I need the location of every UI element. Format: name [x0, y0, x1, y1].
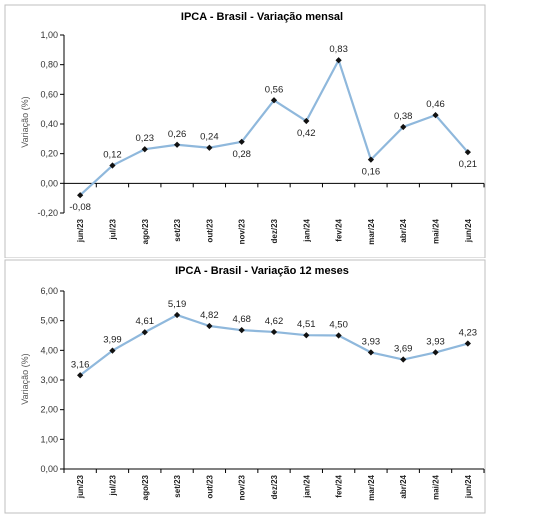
- y-axis-label: Variação (%): [20, 96, 30, 147]
- y-tick-label: 2,00: [40, 405, 58, 415]
- x-tick-label: set/23: [173, 218, 182, 241]
- x-tick-label: fev/24: [335, 218, 344, 241]
- data-point: [464, 340, 471, 347]
- chart-frame: [4, 4, 486, 258]
- x-tick-label: nov/23: [238, 218, 247, 244]
- y-tick-label: 4,00: [40, 345, 58, 355]
- x-tick-label: jan/24: [302, 218, 311, 242]
- y-tick-label: 0,00: [40, 464, 58, 474]
- x-tick-label: jan/24: [302, 474, 311, 498]
- y-tick-label: 0,00: [40, 178, 58, 188]
- data-label: 0,12: [103, 150, 122, 161]
- x-tick-label: out/23: [205, 218, 214, 242]
- data-label: 3,93: [426, 336, 445, 347]
- y-tick-label: 6,00: [40, 286, 58, 296]
- data-point: [238, 327, 245, 334]
- x-tick-label: fev/24: [335, 474, 344, 497]
- data-point: [367, 156, 375, 163]
- data-label: 0,38: [394, 111, 413, 122]
- data-point: [206, 322, 213, 330]
- x-tick-label: dez/23: [270, 218, 279, 243]
- data-label: 5,19: [168, 299, 187, 310]
- x-tick-label: ago/23: [141, 474, 150, 500]
- y-tick-label: 0,40: [40, 119, 58, 129]
- data-point: [432, 349, 439, 356]
- data-point: [270, 328, 278, 336]
- x-tick-label: jun/24: [464, 474, 473, 499]
- x-tick-label: mai/24: [432, 218, 441, 243]
- data-label: 0,56: [265, 84, 284, 95]
- data-point: [303, 332, 310, 339]
- x-tick-label: nov/23: [238, 474, 247, 500]
- data-label: 4,62: [265, 316, 284, 327]
- x-tick-label: abr/24: [399, 474, 408, 498]
- x-tick-label: jun/23: [76, 474, 85, 499]
- data-label: 4,23: [459, 328, 478, 339]
- data-point: [173, 141, 181, 148]
- data-label: 0,28: [232, 149, 251, 160]
- y-tick-label: 3,00: [40, 375, 58, 385]
- data-label: 3,16: [71, 359, 90, 370]
- data-label: 4,61: [136, 316, 155, 327]
- series-line: [79, 59, 469, 197]
- y-tick-label: -0,20: [37, 208, 58, 218]
- data-point: [173, 311, 181, 319]
- annual-chart-svg: IPCA - Brasil - Variação 12 meses Variaç…: [4, 259, 486, 514]
- data-label: 4,82: [200, 310, 219, 321]
- x-tick-label: ago/23: [141, 218, 150, 244]
- x-tick-label: mar/24: [367, 218, 376, 244]
- x-tick-label: out/23: [205, 474, 214, 498]
- data-point: [77, 192, 84, 199]
- data-label: 4,68: [232, 314, 251, 325]
- data-point: [400, 356, 407, 363]
- y-tick-label: 0,80: [40, 60, 58, 70]
- chart-title: IPCA - Brasil - Variação mensal: [181, 11, 343, 23]
- x-tick-label: jun/23: [76, 218, 85, 243]
- x-tick-label: jul/23: [108, 218, 117, 240]
- x-tick-label: abr/24: [399, 218, 408, 242]
- data-label: -0,08: [69, 202, 91, 213]
- monthly-chart: IPCA - Brasil - Variação mensal Variação…: [4, 4, 486, 258]
- data-point: [109, 162, 116, 169]
- data-point: [206, 144, 213, 151]
- x-tick-label: jun/24: [464, 218, 473, 243]
- data-label: 0,16: [362, 167, 381, 178]
- annual-chart: IPCA - Brasil - Variação 12 meses Variaç…: [0, 258, 555, 516]
- x-tick-label: jul/23: [108, 474, 117, 496]
- data-label: 3,69: [394, 344, 413, 355]
- chart-title: IPCA - Brasil - Variação 12 meses: [175, 265, 349, 277]
- monthly-chart-svg: IPCA - Brasil - Variação mensal Variação…: [4, 4, 486, 258]
- data-label: 4,50: [329, 320, 348, 331]
- data-label: 0,23: [136, 133, 155, 144]
- y-tick-label: 1,00: [40, 434, 58, 444]
- x-tick-label: mai/24: [432, 474, 441, 499]
- y-tick-label: 0,60: [40, 89, 58, 99]
- y-tick-label: 0,20: [40, 149, 58, 159]
- data-point: [238, 138, 245, 145]
- data-point: [141, 146, 148, 153]
- data-point: [141, 329, 148, 336]
- data-label: 3,99: [103, 335, 122, 346]
- y-tick-label: 1,00: [40, 30, 58, 40]
- data-label: 3,93: [362, 336, 381, 347]
- y-tick-label: 5,00: [40, 316, 58, 326]
- x-tick-label: set/23: [173, 474, 182, 497]
- data-label: 0,46: [426, 99, 445, 110]
- chart-frame: [4, 259, 486, 514]
- x-tick-label: dez/23: [270, 474, 279, 499]
- y-axis-label: Variação (%): [20, 353, 30, 404]
- data-label: 4,51: [297, 319, 316, 330]
- data-label: 0,42: [297, 128, 316, 139]
- data-label: 0,26: [168, 129, 187, 140]
- data-label: 0,21: [459, 159, 478, 170]
- data-label: 0,24: [200, 132, 219, 143]
- x-tick-label: mar/24: [367, 474, 376, 500]
- data-label: 0,83: [329, 44, 348, 55]
